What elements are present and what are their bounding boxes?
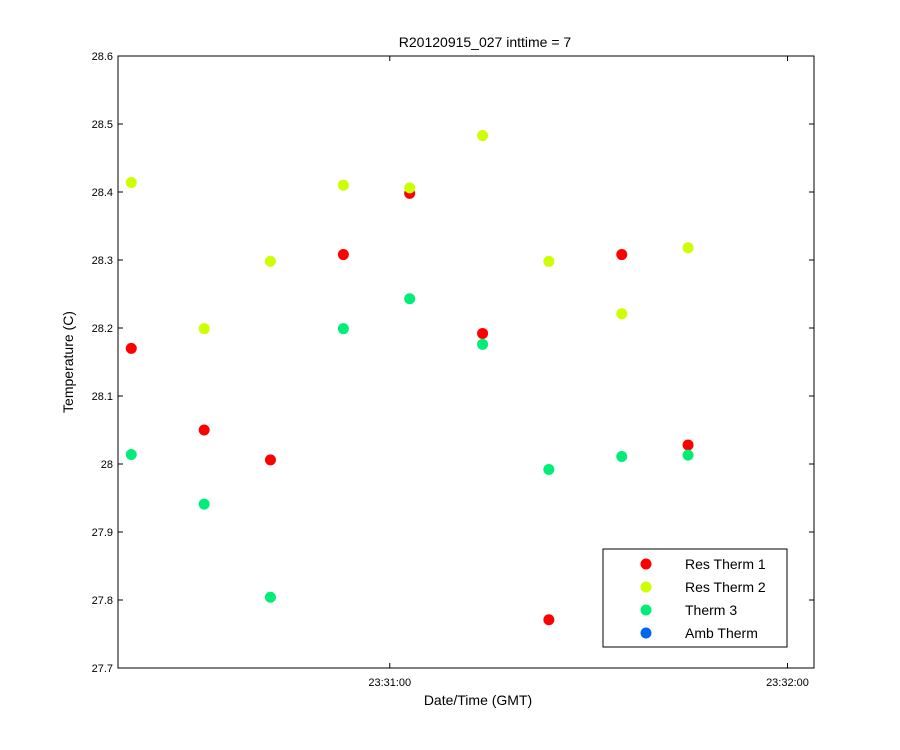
x-axis-label: Date/Time (GMT) <box>424 692 532 708</box>
y-tick-label: 28.1 <box>92 391 113 403</box>
point-series-3 <box>125 448 137 460</box>
y-tick-label: 28.3 <box>92 255 113 267</box>
point-series-2 <box>477 130 489 142</box>
legend-marker <box>640 558 652 570</box>
y-tick-label: 27.7 <box>92 663 113 675</box>
point-series-3 <box>616 451 628 463</box>
legend-box <box>602 548 788 648</box>
legend-marker <box>640 604 652 616</box>
point-series-3 <box>543 463 555 475</box>
point-series-3 <box>477 338 489 350</box>
point-series-3 <box>404 293 416 305</box>
legend-marker <box>640 627 652 639</box>
data-points <box>125 130 694 626</box>
point-series-2 <box>198 323 210 335</box>
point-series-2 <box>682 242 694 254</box>
y-axis: 27.7 27.8 27.9 28 28.1 28.2 28.3 28.4 28.5 28.6 <box>92 51 814 675</box>
y-tick-label: 28.5 <box>92 119 113 131</box>
y-tick-label: 28.6 <box>92 51 113 63</box>
legend: Res Therm 1 Res Therm 2 Therm 3 Amb Therm <box>602 548 788 648</box>
legend-label: Res Therm 1 <box>685 556 766 572</box>
point-series-1 <box>264 454 276 466</box>
point-series-1 <box>543 614 555 626</box>
point-series-1 <box>198 424 210 436</box>
x-tick-label: 23:31:00 <box>368 677 411 689</box>
y-tick-label: 27.8 <box>92 595 113 607</box>
x-axis: 23:31:00 23:32:00 <box>368 56 809 689</box>
point-series-1 <box>477 327 489 339</box>
point-series-3 <box>264 591 276 603</box>
point-series-2 <box>264 255 276 267</box>
legend-marker <box>640 581 652 593</box>
point-series-1 <box>682 439 694 451</box>
y-tick-label: 28.2 <box>92 323 113 335</box>
point-series-1 <box>616 249 628 261</box>
point-series-1 <box>125 342 137 354</box>
legend-label: Amb Therm <box>685 625 758 641</box>
point-series-2 <box>337 179 349 191</box>
point-series-3 <box>682 449 694 461</box>
point-series-1 <box>337 249 349 261</box>
y-axis-label: Temperature (C) <box>60 311 76 413</box>
point-series-2 <box>125 176 137 188</box>
point-series-2 <box>543 255 555 267</box>
point-series-3 <box>337 323 349 335</box>
y-tick-label: 28 <box>101 459 113 471</box>
y-tick-label: 27.9 <box>92 527 113 539</box>
point-series-2 <box>404 182 416 194</box>
legend-label: Therm 3 <box>685 602 737 618</box>
point-series-2 <box>616 308 628 320</box>
point-series-3 <box>198 498 210 510</box>
x-tick-label: 23:32:00 <box>766 677 809 689</box>
y-tick-label: 28.4 <box>92 187 113 199</box>
chart-title: R20120915_027 inttime = 7 <box>399 34 572 50</box>
legend-label: Res Therm 2 <box>685 579 766 595</box>
